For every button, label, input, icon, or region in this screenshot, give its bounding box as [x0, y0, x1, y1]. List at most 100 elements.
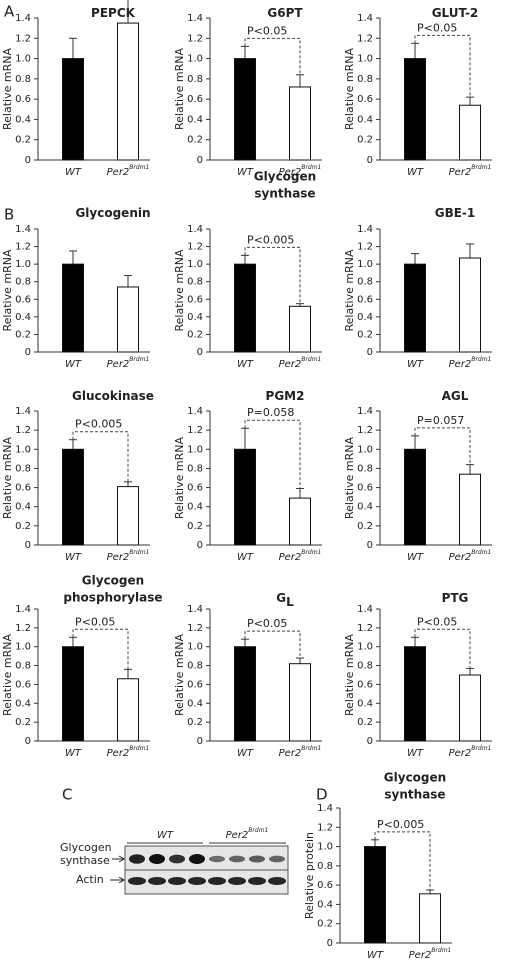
y-tick-label: 0.8	[15, 74, 31, 85]
text-part: WT	[237, 359, 254, 370]
y-tick-label: 1.2	[187, 242, 203, 253]
sup: Brdm1	[431, 947, 451, 954]
sup: Brdm1	[471, 745, 491, 752]
y-axis-label: Relative mRNA	[343, 634, 356, 716]
y-tick-label: 0.6	[187, 94, 203, 105]
y-tick-label: 0.8	[187, 277, 203, 288]
x-tick-label: Per2Brdm1	[107, 549, 150, 564]
y-tick-label: 0	[25, 540, 31, 551]
x-tick-label: WT	[65, 359, 82, 370]
bar	[459, 257, 481, 353]
y-axis-label: Relative mRNA	[343, 48, 356, 130]
blot-band	[189, 854, 205, 864]
annotation: P<0.05	[417, 615, 457, 628]
y-tick-label: 1.4	[357, 13, 373, 24]
y-tick-label: 0.4	[187, 114, 203, 125]
panel-letter: A	[4, 3, 15, 21]
y-tick-label: 1.2	[15, 33, 31, 44]
y-tick-label: 0.2	[357, 521, 373, 532]
text-part: Per2	[107, 359, 130, 370]
x-tick-label: Per2Brdm1	[409, 947, 452, 961]
bar	[289, 305, 311, 353]
bar	[62, 646, 84, 742]
text-part: Per2	[449, 167, 472, 178]
sup: Brdm1	[129, 549, 149, 556]
y-tick-label: 0.2	[187, 135, 203, 146]
y-tick-label: 1.2	[187, 33, 203, 44]
y-tick-label: 0.8	[317, 861, 333, 872]
y-tick-label: 0.4	[15, 114, 31, 125]
chart-title: GBE-1	[435, 206, 476, 220]
chart-title: G6PT	[267, 6, 303, 20]
y-tick-label: 0	[25, 736, 31, 747]
y-axis-label: Relative mRNA	[173, 249, 186, 331]
bar	[62, 263, 84, 353]
y-tick-label: 0.4	[357, 502, 373, 513]
text-part: WT	[237, 167, 254, 178]
blot-row-label: synthase	[60, 854, 110, 867]
significance-bracket	[244, 246, 301, 304]
x-tick-label: Per2Brdm1	[449, 745, 492, 760]
y-tick-label: 0.2	[187, 717, 203, 728]
y-tick-label: 1.4	[15, 13, 31, 24]
y-tick-label: 1.4	[317, 803, 333, 814]
x-tick-label: Per2Brdm1	[107, 745, 150, 760]
x-tick-label: WT	[65, 552, 82, 563]
text-part: WT	[407, 552, 424, 563]
y-tick-label: 1.2	[15, 425, 31, 436]
text-part: Per2	[449, 748, 472, 759]
annotation: P<0.05	[417, 21, 457, 34]
chart-title: Glycogenin	[75, 206, 150, 220]
text-part: WT	[407, 748, 424, 759]
bar	[364, 846, 386, 944]
significance-bracket	[244, 37, 301, 75]
x-tick-label: WT	[237, 359, 254, 370]
y-tick-label: 0.2	[15, 521, 31, 532]
bar	[234, 646, 256, 742]
sup: Brdm1	[129, 164, 149, 171]
y-tick-label: 1.2	[317, 822, 333, 833]
y-tick-label: 0.8	[187, 661, 203, 672]
y-tick-label: 0.6	[15, 94, 31, 105]
y-tick-label: 0.6	[15, 679, 31, 690]
y-tick-label: 0.4	[317, 899, 333, 910]
significance-bracket	[72, 628, 129, 670]
y-tick-label: 0.2	[187, 521, 203, 532]
x-tick-label: WT	[407, 167, 424, 178]
y-tick-label: 1.2	[15, 242, 31, 253]
text-part: Glucokinase	[72, 389, 154, 403]
blot-band	[228, 877, 246, 885]
annotation: P<0.005	[247, 233, 294, 246]
y-axis-label: Relative protein	[303, 832, 316, 919]
sup: Brdm1	[301, 745, 321, 752]
bar	[117, 486, 139, 546]
y-tick-label: 0.6	[15, 483, 31, 494]
sup: Brdm1	[129, 745, 149, 752]
y-tick-label: 1.0	[187, 444, 203, 455]
text-part: PGM2	[266, 389, 305, 403]
bar	[459, 473, 481, 546]
bar	[234, 263, 256, 353]
y-tick-label: 1.0	[357, 259, 373, 270]
x-tick-label: WT	[407, 359, 424, 370]
x-tick-label: Per2Brdm1	[279, 356, 322, 371]
text-part: Per2	[279, 552, 302, 563]
y-tick-label: 1.2	[357, 242, 373, 253]
x-tick-label: WT	[407, 748, 424, 759]
y-axis-label: Relative mRNA	[1, 48, 14, 130]
y-tick-label: 0	[25, 347, 31, 358]
y-tick-label: 0.4	[187, 698, 203, 709]
y-axis-label: Relative mRNA	[173, 48, 186, 130]
y-tick-label: 1.4	[15, 604, 31, 615]
blot-band	[268, 877, 286, 885]
y-tick-label: 0.4	[357, 312, 373, 323]
y-tick-label: 0.8	[187, 74, 203, 85]
annotation: P<0.05	[247, 617, 287, 630]
y-tick-label: 1.0	[187, 642, 203, 653]
bar	[117, 678, 139, 742]
y-tick-label: 1.2	[357, 33, 373, 44]
y-tick-label: 0.6	[187, 679, 203, 690]
y-tick-label: 1.4	[187, 224, 203, 235]
y-tick-label: 0.8	[15, 661, 31, 672]
